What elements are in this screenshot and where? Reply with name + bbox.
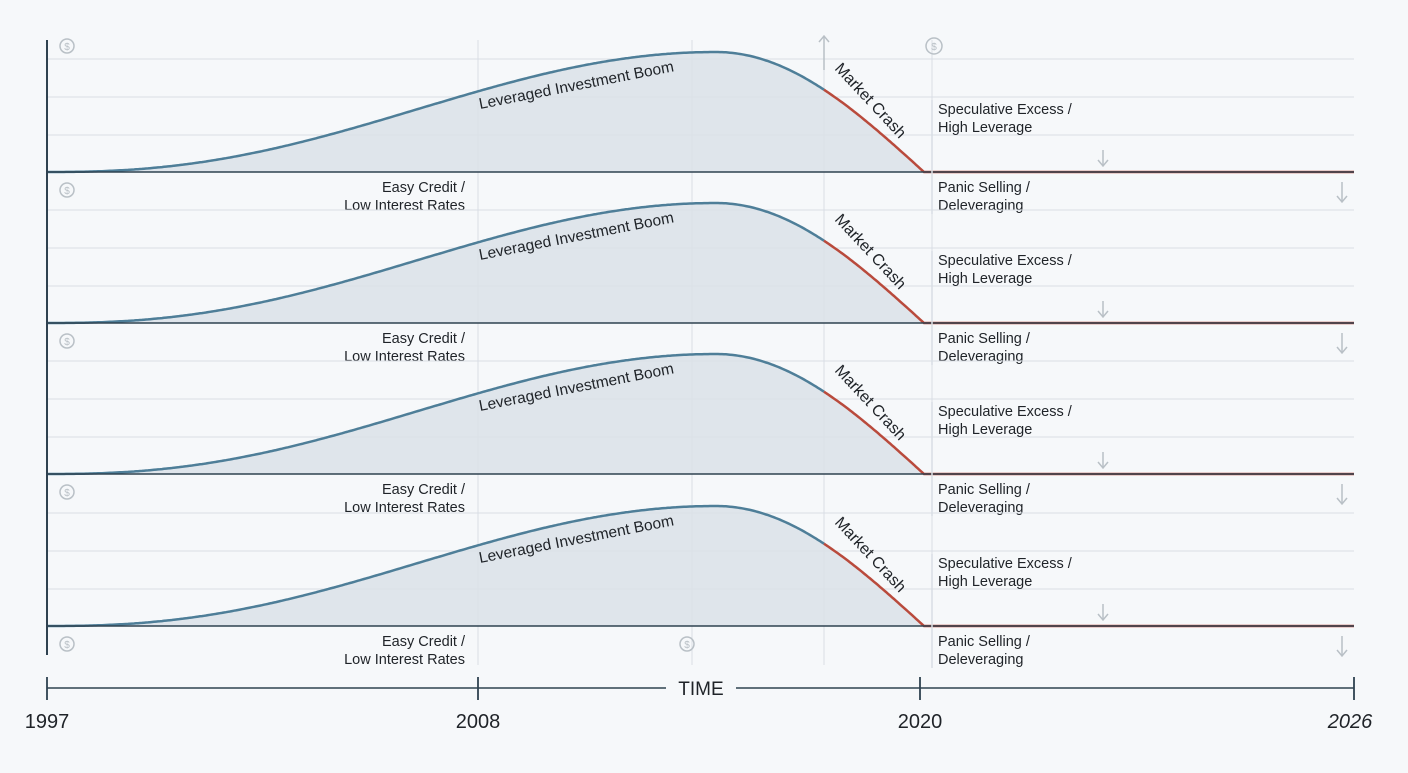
timeline-axis-label: TIME [678, 679, 723, 700]
arrow-head [1097, 613, 1109, 622]
speculative-excess-note: High Leverage [938, 574, 1032, 590]
boom-bust-panel: Leveraged Investment Boom Market Crash Spe… [47, 50, 1354, 214]
arrow-down-icon [1097, 301, 1109, 319]
crash-curve-line [823, 542, 1354, 628]
panic-selling-note: Deleveraging [938, 349, 1023, 365]
dollar-coin-symbol: $ [64, 337, 70, 348]
dollar-coin-icon: $ [59, 636, 75, 652]
dollar-coin-circle [59, 182, 75, 198]
boom-bust-panel: Leveraged Investment Boom Market Crash Spe… [47, 352, 1354, 516]
arrow-down-icon [1336, 182, 1348, 204]
speculative-excess-note: High Leverage [938, 120, 1032, 136]
dollar-coin-symbol: $ [931, 42, 937, 53]
dollar-coin-icon: $ [679, 636, 695, 652]
dollar-coin-circle [59, 38, 75, 54]
dollar-coin-icon: $ [59, 182, 75, 198]
speculative-excess-note: Speculative Excess / [938, 253, 1073, 269]
dollar-coin-circle [59, 333, 75, 349]
arrow-head [1336, 195, 1348, 204]
dollar-coin-symbol: $ [684, 640, 690, 651]
arrow-down-icon [1097, 452, 1109, 470]
timeline-tick-label: 1997 [25, 711, 70, 733]
boom-area-fill [48, 52, 924, 172]
easy-credit-note: Low Interest Rates [344, 652, 465, 668]
arrow-head [1097, 461, 1109, 470]
boom-bust-panel: Leveraged Investment Boom Market Crash Spe… [47, 201, 1354, 365]
dollar-coin-icon: $ [59, 333, 75, 349]
speculative-excess-note: Speculative Excess / [938, 556, 1073, 572]
arrow-head [1336, 649, 1348, 658]
dollar-coin-symbol: $ [64, 186, 70, 197]
boom-area-fill [48, 354, 924, 474]
dollar-coin-circle [925, 37, 943, 55]
arrow-down-icon [1097, 604, 1109, 622]
arrow-head [1336, 346, 1348, 355]
dollar-coin-icon: $ [925, 37, 943, 55]
dollar-coin-symbol: $ [64, 488, 70, 499]
speculative-excess-note: Speculative Excess / [938, 404, 1073, 420]
dollar-coin-icon: $ [59, 484, 75, 500]
crash-curve-line [823, 88, 1354, 174]
dollar-coin-symbol: $ [64, 640, 70, 651]
easy-credit-note: Easy Credit / [382, 482, 466, 498]
arrow-head [1336, 497, 1348, 506]
arrow-head [818, 34, 830, 43]
timeline-tick-label: 2020 [898, 711, 943, 733]
arrow-down-icon [1336, 636, 1348, 658]
boom-curve-line [48, 352, 825, 476]
arrow-head [1097, 310, 1109, 319]
dollar-coin-circle [679, 636, 695, 652]
panic-selling-note: Deleveraging [938, 198, 1023, 214]
panic-selling-note: Panic Selling / [938, 634, 1031, 650]
boom-area-fill [48, 506, 924, 626]
arrow-head [1097, 159, 1109, 168]
easy-credit-note: Easy Credit / [382, 634, 466, 650]
speculative-excess-note: High Leverage [938, 271, 1032, 287]
arrow-up-icon [818, 34, 830, 70]
panic-selling-note: Panic Selling / [938, 331, 1031, 347]
timeline-tick-label: 2026 [1327, 711, 1373, 733]
boom-curve-line [48, 504, 825, 628]
boom-curve-line [48, 201, 825, 325]
arrow-down-icon [1097, 150, 1109, 168]
panic-selling-note: Panic Selling / [938, 180, 1031, 196]
speculative-excess-note: Speculative Excess / [938, 102, 1073, 118]
crash-curve-line [823, 239, 1354, 325]
easy-credit-note: Easy Credit / [382, 180, 466, 196]
panic-selling-note: Deleveraging [938, 652, 1023, 668]
dollar-coin-icon: $ [59, 38, 75, 54]
easy-credit-note: Low Interest Rates [344, 198, 465, 214]
crash-curve-line [823, 390, 1354, 476]
arrow-down-icon [1336, 333, 1348, 355]
speculative-excess-note: High Leverage [938, 422, 1032, 438]
dollar-coin-symbol: $ [64, 42, 70, 53]
easy-credit-note: Low Interest Rates [344, 349, 465, 365]
panic-selling-note: Deleveraging [938, 500, 1023, 516]
easy-credit-note: Low Interest Rates [344, 500, 465, 516]
dollar-coin-circle [59, 484, 75, 500]
easy-credit-note: Easy Credit / [382, 331, 466, 347]
timeline-tick-label: 2008 [456, 711, 501, 733]
boom-bust-panel: Leveraged Investment Boom Market Crash Spe… [47, 504, 1354, 668]
boom-curve-line [48, 50, 825, 174]
dollar-coin-circle [59, 636, 75, 652]
panic-selling-note: Panic Selling / [938, 482, 1031, 498]
boom-area-fill [48, 203, 924, 323]
arrow-down-icon [1336, 484, 1348, 506]
